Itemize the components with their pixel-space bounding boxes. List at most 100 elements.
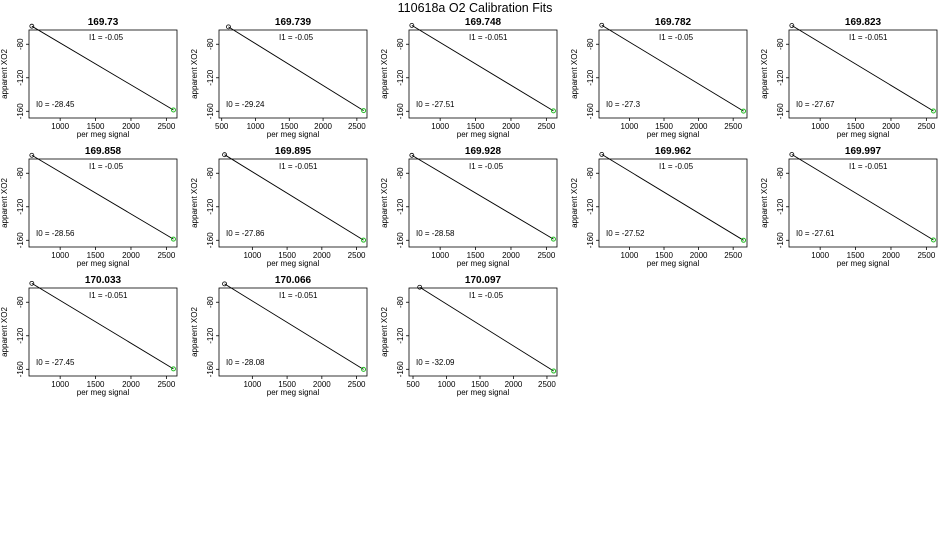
- x-tick-label: 2500: [157, 251, 175, 260]
- y-tick-label: -120: [586, 198, 595, 215]
- y-axis-label: apparent XO2: [0, 307, 9, 357]
- intercept-annotation: I0 = -28.08: [226, 358, 265, 367]
- x-tick-label: 1000: [811, 251, 829, 260]
- plot-frame: [788, 29, 938, 119]
- fit-line: [419, 286, 554, 372]
- calibration-panel: 169.73 1000 1500 2000 2500 per meg signal -80 -…: [0, 17, 178, 139]
- y-tick-label: -160: [776, 103, 785, 120]
- x-tick-label: 1000: [243, 251, 261, 260]
- slope-annotation: I1 = -0.05: [469, 291, 504, 300]
- x-tick-label: 1000: [438, 380, 456, 389]
- fit-line: [791, 154, 934, 241]
- y-tick-label: -80: [16, 296, 25, 308]
- y-axis-label: apparent XO2: [190, 178, 199, 228]
- panel-title: 169.739: [275, 17, 312, 28]
- x-tick-label: 1500: [655, 251, 673, 260]
- fit-line: [31, 154, 174, 240]
- data-point-end: [361, 366, 367, 372]
- fit-line: [411, 25, 554, 112]
- slope-annotation: I1 = -0.051: [849, 33, 888, 42]
- plot-frame: [598, 158, 748, 248]
- intercept-annotation: I0 = -29.24: [226, 100, 265, 109]
- y-axis-label: apparent XO2: [190, 49, 199, 99]
- fit-line: [224, 283, 364, 370]
- y-tick-label: -160: [206, 232, 215, 249]
- y-tick-label: -120: [776, 69, 785, 86]
- x-tick-label: 2000: [882, 251, 900, 260]
- x-tick-label: 2000: [313, 380, 331, 389]
- intercept-annotation: I0 = -28.58: [416, 229, 455, 238]
- data-point-end: [550, 108, 556, 114]
- y-tick-label: -120: [16, 327, 25, 344]
- calibration-panel: 170.097 500 1000 1500 2000 2500 per meg signal…: [380, 275, 558, 397]
- y-tick-label: -80: [396, 296, 405, 308]
- data-point-start: [789, 23, 795, 28]
- x-tick-label: 2000: [502, 251, 520, 260]
- y-tick-label: -120: [586, 69, 595, 86]
- y-tick-label: -160: [396, 103, 405, 120]
- x-tick-label: 1500: [847, 122, 865, 131]
- fit-line: [224, 154, 364, 241]
- panel-title: 169.997: [845, 146, 882, 157]
- panel-title: 170.066: [275, 275, 312, 286]
- slope-annotation: I1 = -0.05: [659, 162, 694, 171]
- plot-frame: [788, 158, 938, 248]
- y-axis-label: apparent XO2: [380, 49, 389, 99]
- x-tick-label: 2500: [917, 122, 935, 131]
- data-point-start: [599, 152, 605, 157]
- y-tick-label: -80: [586, 167, 595, 179]
- x-tick-label: 1500: [87, 122, 105, 131]
- x-tick-label: 1000: [621, 251, 639, 260]
- fit-line: [601, 154, 744, 241]
- calibration-panel: 170.033 1000 1500 2000 2500 per meg signal -80…: [0, 275, 178, 397]
- y-tick-label: -120: [16, 198, 25, 215]
- panel-title: 169.962: [655, 146, 692, 157]
- fit-line: [31, 25, 174, 111]
- x-axis-label: per meg signal: [267, 130, 320, 139]
- data-point-start: [226, 24, 231, 30]
- y-tick-label: -160: [586, 103, 595, 120]
- x-tick-label: 2500: [157, 122, 175, 131]
- calibration-panel: 169.962 1000 1500 2000 2500 per meg signal -80…: [570, 146, 748, 268]
- slope-annotation: I1 = -0.05: [279, 33, 314, 42]
- plot-frame: [598, 29, 748, 119]
- x-tick-label: 2000: [502, 122, 520, 131]
- intercept-annotation: I0 = -28.45: [36, 100, 75, 109]
- x-tick-label: 2000: [505, 380, 523, 389]
- y-tick-label: -160: [206, 361, 215, 378]
- x-axis-label: per meg signal: [267, 388, 320, 397]
- data-point-end: [170, 366, 176, 372]
- plot-frame: [218, 158, 368, 248]
- data-point-end: [361, 237, 367, 243]
- data-point-start: [417, 284, 423, 290]
- x-tick-label: 2500: [537, 122, 555, 131]
- x-axis-label: per meg signal: [77, 388, 130, 397]
- panel-title: 169.73: [88, 17, 119, 28]
- x-axis-label: per meg signal: [837, 259, 890, 268]
- y-axis-label: apparent XO2: [570, 49, 579, 99]
- x-tick-label: 1500: [847, 251, 865, 260]
- x-axis-label: per meg signal: [647, 259, 700, 268]
- intercept-annotation: I0 = -27.51: [416, 100, 455, 109]
- y-tick-label: -80: [586, 38, 595, 50]
- y-tick-label: -120: [396, 69, 405, 86]
- y-tick-label: -120: [16, 69, 25, 86]
- calibration-panel: 169.895 1000 1500 2000 2500 per meg signal -80…: [190, 146, 368, 268]
- x-tick-label: 2500: [917, 251, 935, 260]
- plot-frame: [28, 158, 178, 248]
- x-tick-label: 2500: [538, 380, 556, 389]
- data-point-start: [599, 22, 605, 28]
- slope-annotation: I1 = -0.05: [469, 162, 504, 171]
- intercept-annotation: I0 = -27.61: [796, 229, 835, 238]
- data-point-start: [222, 152, 227, 158]
- fit-line: [31, 282, 174, 370]
- x-tick-label: 500: [215, 122, 229, 131]
- slope-annotation: I1 = -0.051: [89, 291, 128, 300]
- plot-frame: [218, 287, 368, 377]
- x-tick-label: 2500: [157, 380, 175, 389]
- x-tick-label: 1000: [621, 122, 639, 131]
- x-tick-label: 1000: [811, 122, 829, 131]
- x-tick-label: 2500: [348, 251, 366, 260]
- y-axis-label: apparent XO2: [380, 178, 389, 228]
- y-tick-label: -160: [396, 361, 405, 378]
